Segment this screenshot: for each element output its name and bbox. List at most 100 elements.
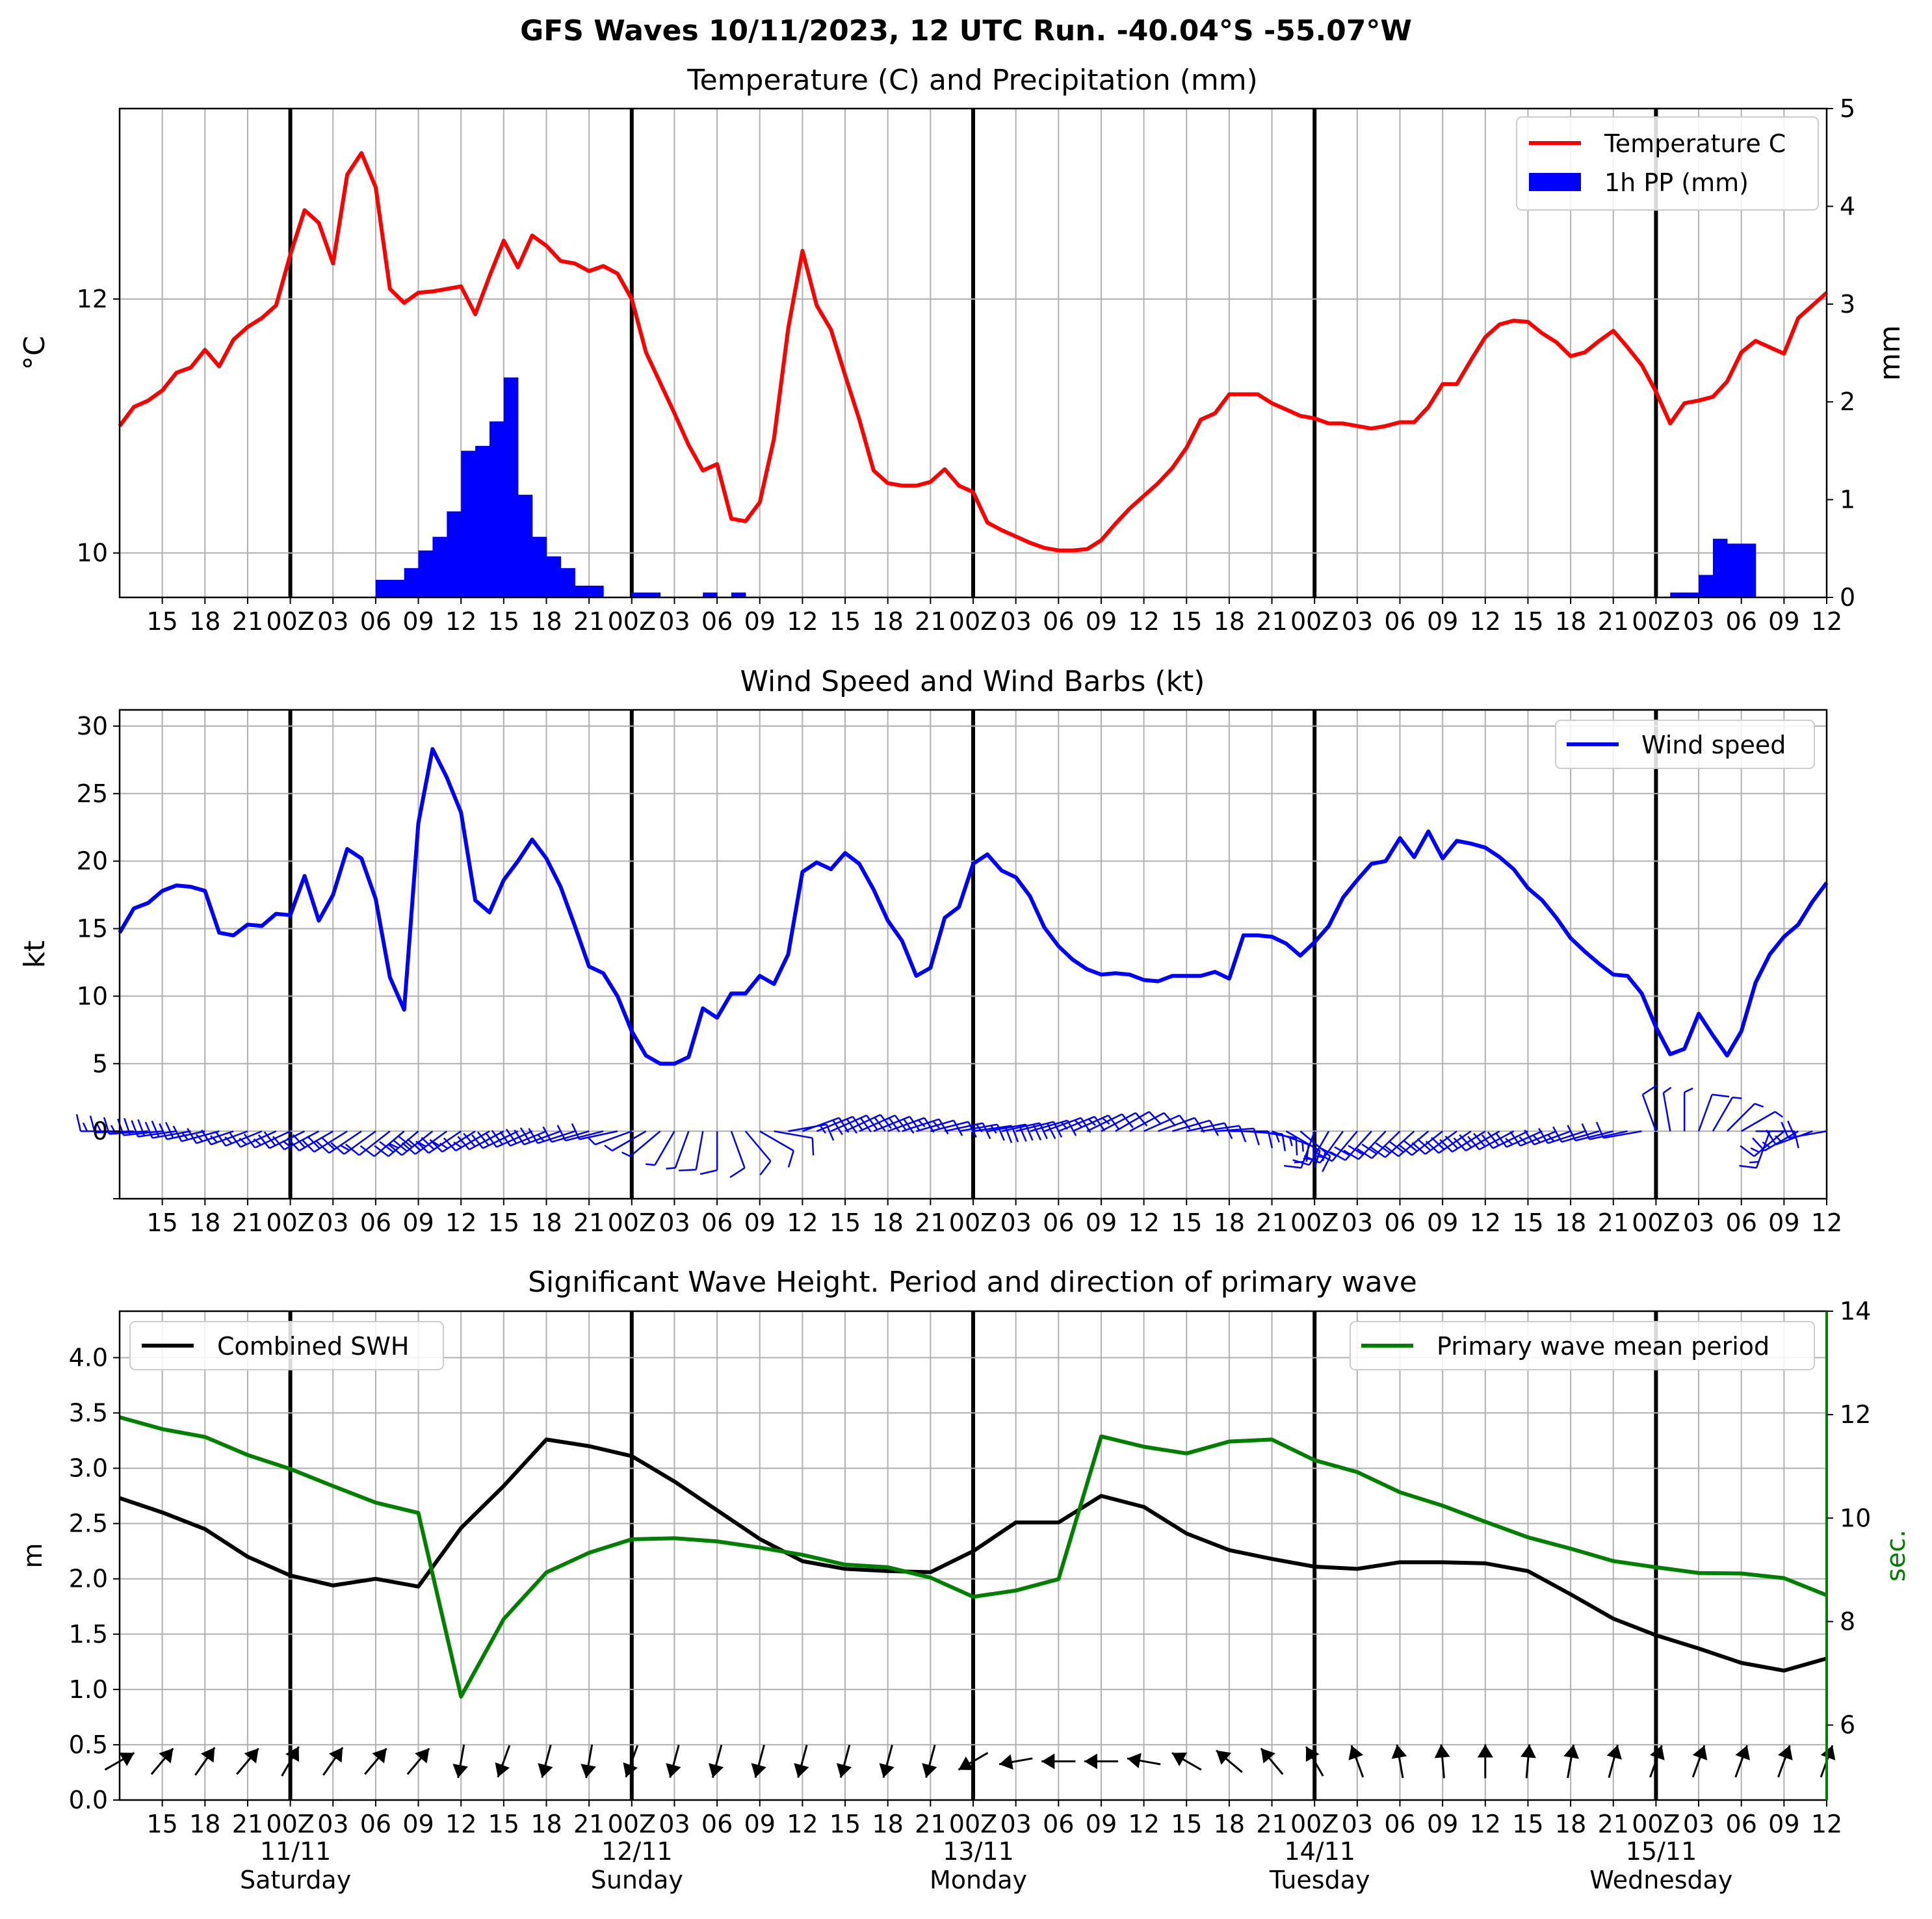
- wind-barb: [429, 1130, 476, 1153]
- x-tick-label: 12: [1811, 607, 1842, 636]
- wave-arrow: [1305, 1746, 1324, 1777]
- x-tick-label: 12: [1811, 1208, 1842, 1237]
- x-tick-label: 09: [1427, 1208, 1458, 1237]
- x-tick-label: 00Z: [949, 1208, 997, 1237]
- wave-arrow-head: [751, 1763, 766, 1778]
- wind-barb-feather: [932, 1120, 940, 1129]
- wind-barb-feather: [1284, 1165, 1301, 1169]
- precip-bar: [532, 536, 547, 597]
- wind-barb: [1285, 1130, 1321, 1168]
- wave-arrow: [794, 1744, 809, 1778]
- x-tick-label: 12: [787, 1208, 818, 1237]
- y-tick-label: 20: [77, 847, 108, 876]
- wind-barb-feather: [406, 1138, 421, 1151]
- wind-barb-shaft: [674, 1130, 690, 1168]
- wind-barb-feather: [903, 1118, 915, 1134]
- wind-barb-feather: [909, 1116, 920, 1132]
- wind-barb-feather: [1334, 1146, 1350, 1156]
- wave-arrow: [150, 1747, 174, 1775]
- wind-panel: Wind Speed and Wind Barbs (kt) 0 5 10 15 20 2…: [18, 665, 1842, 1237]
- x-tick-label: 00Z: [1290, 1208, 1338, 1237]
- wind-barb-feather: [1538, 1128, 1548, 1144]
- wave-arrow: [999, 1754, 1033, 1770]
- temperature-panel: Temperature (C) and Precipitation (mm) 1…: [18, 64, 1907, 636]
- wind-barb-shaft: [830, 1114, 867, 1132]
- wind-barb-feather: [457, 1136, 470, 1151]
- wave-arrow: [322, 1747, 344, 1776]
- wind-barb-feather: [491, 1130, 503, 1145]
- x-tick-label: 12: [787, 607, 818, 636]
- wave-arrow-head: [1041, 1753, 1055, 1769]
- wind-barb-feather: [195, 1134, 203, 1142]
- wind-barb: [1481, 1130, 1528, 1149]
- x-tick-label: 09: [1086, 1208, 1117, 1237]
- temperature-y-label: °C: [18, 336, 51, 371]
- wind-barb-feather: [1398, 1143, 1413, 1156]
- wave-arrow: [922, 1744, 937, 1778]
- wind-barb: [1741, 1111, 1784, 1132]
- precip-bar: [1670, 592, 1685, 597]
- wave-arrow-head: [452, 1764, 468, 1779]
- temperature-lines: [118, 151, 1829, 553]
- x-tick-label: 00Z: [608, 1810, 656, 1838]
- y-tick-label: 10: [77, 539, 108, 568]
- wave-arrow-head: [495, 1762, 510, 1777]
- x-tick-label: 21: [1256, 607, 1287, 636]
- x-tick-label: 00Z: [1632, 1810, 1680, 1838]
- x-tick-label: 12: [445, 607, 476, 636]
- x-tick-label: 15: [488, 607, 519, 636]
- wave-arrow-head: [285, 1746, 299, 1762]
- wind-barb-feather: [571, 1123, 581, 1140]
- wave-arrow-head: [1606, 1745, 1622, 1760]
- y-tick-label: 1.0: [69, 1675, 108, 1704]
- wind-barb-shaft: [373, 1130, 405, 1157]
- wave-arrow: [623, 1745, 639, 1778]
- x-tick-label: 00Z: [1632, 1208, 1680, 1237]
- wind-barb: [471, 1130, 519, 1149]
- wind-barb: [729, 1130, 746, 1179]
- x-tick-label: 09: [1768, 1208, 1799, 1237]
- precip-bar: [546, 556, 561, 597]
- wind-barb-feather: [1329, 1151, 1346, 1161]
- wind-barb-feather: [1375, 1142, 1390, 1154]
- wind-barb-feather: [117, 1118, 125, 1136]
- x-tick-label: 03: [1683, 1810, 1714, 1838]
- swh-legend: Combined SWH: [129, 1321, 444, 1370]
- x-tick-label: 12: [1470, 1810, 1501, 1838]
- wind-barb-feather: [1267, 1130, 1273, 1149]
- wind-barb-feather: [1794, 1130, 1799, 1149]
- wind-barbs: [75, 1084, 1827, 1179]
- wind-barb-shaft: [1697, 1094, 1713, 1132]
- wind-barb-feather: [1472, 1132, 1486, 1147]
- date-label: 11/11: [260, 1837, 332, 1866]
- wind-barb-shaft: [1001, 1122, 1040, 1132]
- y-tick-label: 30: [77, 712, 108, 740]
- temperature-panel-title: Temperature (C) and Precipitation (mm): [686, 64, 1258, 97]
- wind-barb: [229, 1130, 277, 1148]
- wind-barb: [1524, 1129, 1571, 1145]
- wind-barb-feather: [894, 1114, 906, 1130]
- y-tick-label: 2.5: [69, 1509, 108, 1538]
- wind-barb-feather: [1552, 1126, 1563, 1143]
- wind-barb-shaft: [358, 1130, 391, 1156]
- wave-arrow: [364, 1747, 387, 1775]
- x-tick-label: 15: [1171, 607, 1202, 636]
- wind-barb-feather: [103, 1117, 111, 1134]
- wind-barb: [200, 1129, 248, 1145]
- wind-barb-feather: [542, 1126, 553, 1143]
- x-tick-label: 18: [189, 1208, 220, 1237]
- wind-barb-feather: [729, 1167, 746, 1179]
- legend-period: Primary wave mean period: [1437, 1332, 1769, 1361]
- wind-barb-shaft: [1641, 1094, 1657, 1132]
- wind-barb-shaft: [1043, 1117, 1082, 1132]
- wave-arrow: [1477, 1744, 1493, 1779]
- wave-lines: [119, 1415, 1828, 1699]
- wind-barb-feather: [471, 1134, 484, 1149]
- date-label: 12/11: [601, 1837, 673, 1866]
- wind-barb-feather: [1519, 1136, 1527, 1144]
- wind-barb-feather: [1314, 1155, 1324, 1158]
- x-tick-label: 09: [1427, 607, 1458, 636]
- wind-barb-shaft: [759, 1130, 794, 1152]
- wind-barb-feather: [917, 1119, 926, 1128]
